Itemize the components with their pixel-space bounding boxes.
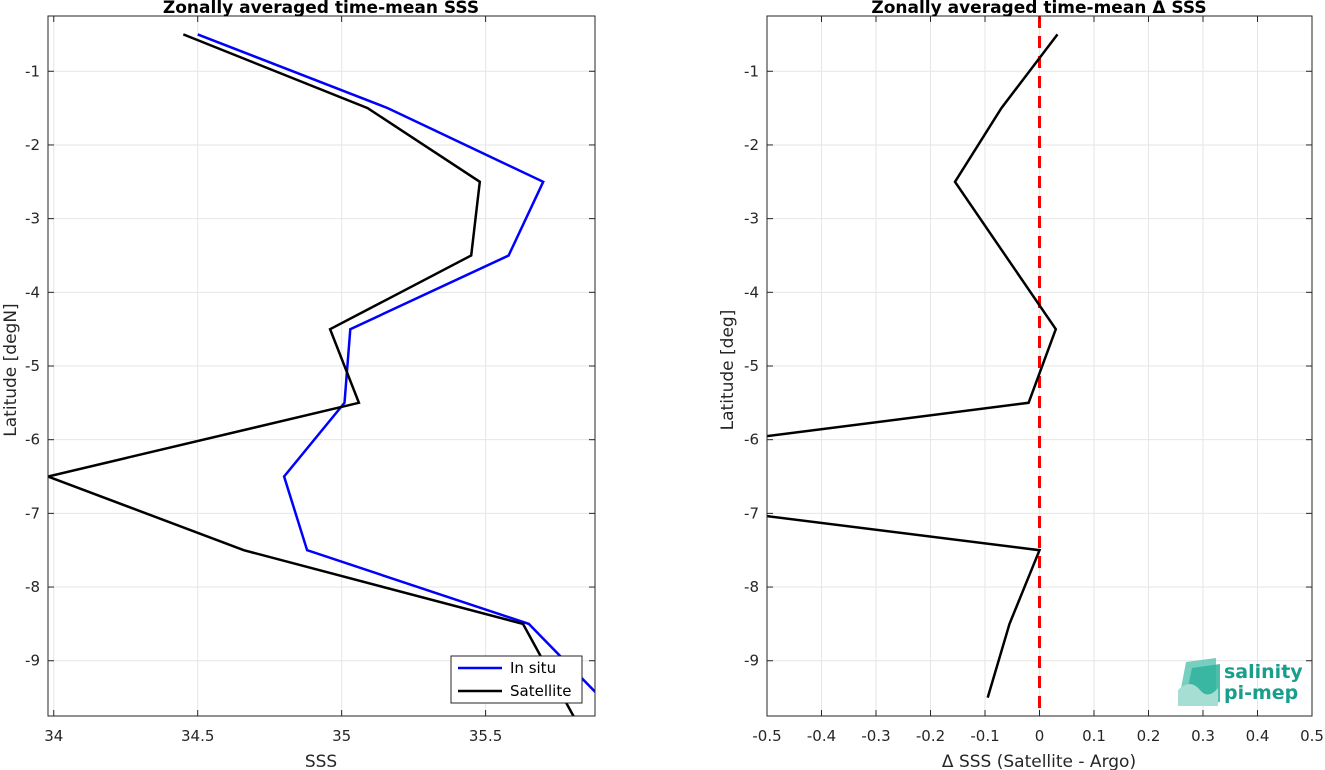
y-tick-label: -8 (744, 578, 759, 596)
x-axis-label: Δ SSS (Satellite - Argo) (942, 752, 1136, 770)
legend: In situ Satellite (450, 655, 583, 704)
chart-title: Zonally averaged time-mean SSS (163, 0, 479, 18)
x-tick-label: 0.5 (1300, 727, 1324, 745)
x-tick-label: 34.5 (181, 727, 214, 745)
series-line-delta-sss (767, 33, 1059, 698)
delta-sss-profile-chart: -0.5 -0.4 -0.3 -0.2 -0.1 0 0.1 0.2 0.3 0.4 0.5 -1 -2… (718, 0, 1324, 770)
x-tick-label: 0 (1035, 727, 1045, 745)
x-tick-label: 34 (44, 727, 63, 745)
sss-profile-chart: 34 34.5 35 35.5 -1 -2 -3 -4 -5 -6 -7 -8 -9 Zonally a… (1, 0, 596, 770)
legend-label-satellite: Satellite (510, 682, 571, 700)
tick-marks: -0.5 -0.4 -0.3 -0.2 -0.1 0 0.1 0.2 0.3 0.4 0.5 -1 -2… (744, 16, 1324, 745)
y-tick-label: -3 (25, 210, 40, 228)
y-tick-label: -7 (744, 504, 759, 522)
legend-label-in-situ: In situ (510, 659, 556, 677)
x-tick-label: 35.5 (469, 727, 502, 745)
series-line-satellite (48, 33, 575, 716)
x-tick-label: 0.2 (1137, 727, 1161, 745)
salinity-pi-mep-logo: salinity pi-mep (1178, 658, 1303, 706)
x-tick-label: -0.4 (807, 727, 836, 745)
x-tick-label: -0.2 (916, 727, 945, 745)
y-tick-label: -2 (744, 136, 759, 154)
y-tick-label: -8 (25, 578, 40, 596)
y-tick-label: -4 (25, 283, 40, 301)
y-tick-label: -9 (25, 652, 40, 670)
y-tick-label: -1 (744, 62, 759, 80)
logo-text-line2: pi-mep (1224, 682, 1298, 704)
y-tick-label: -4 (744, 283, 759, 301)
y-tick-label: -6 (744, 431, 759, 449)
chart-title: Zonally averaged time-mean Δ SSS (871, 0, 1206, 18)
logo-text-line1: salinity (1224, 661, 1303, 683)
y-tick-label: -5 (25, 357, 40, 375)
tick-marks: 34 34.5 35 35.5 -1 -2 -3 -4 -5 -6 -7 -8 -9 (25, 16, 595, 745)
x-tick-label: 0.3 (1191, 727, 1215, 745)
x-tick-label: 35 (332, 727, 351, 745)
y-axis-label: Latitude [degN] (1, 303, 21, 436)
y-tick-label: -7 (25, 504, 40, 522)
x-tick-label: -0.5 (752, 727, 781, 745)
y-tick-label: -2 (25, 136, 40, 154)
y-tick-label: -9 (744, 652, 759, 670)
series-lines (48, 33, 595, 716)
logo-mark-icon (1178, 658, 1220, 706)
x-tick-label: 0.1 (1082, 727, 1106, 745)
series-line-in-situ (197, 33, 595, 694)
series-lines (767, 16, 1059, 716)
x-axis-label: SSS (305, 752, 337, 770)
y-tick-label: -1 (25, 62, 40, 80)
y-axis-label: Latitude [deg] (718, 310, 738, 431)
y-tick-label: -5 (744, 357, 759, 375)
grid-lines (48, 16, 595, 716)
x-tick-label: -0.3 (861, 727, 890, 745)
y-tick-label: -3 (744, 210, 759, 228)
x-tick-label: 0.4 (1246, 727, 1270, 745)
legend-box (450, 655, 583, 704)
x-tick-label: -0.1 (970, 727, 999, 745)
y-tick-label: -6 (25, 431, 40, 449)
